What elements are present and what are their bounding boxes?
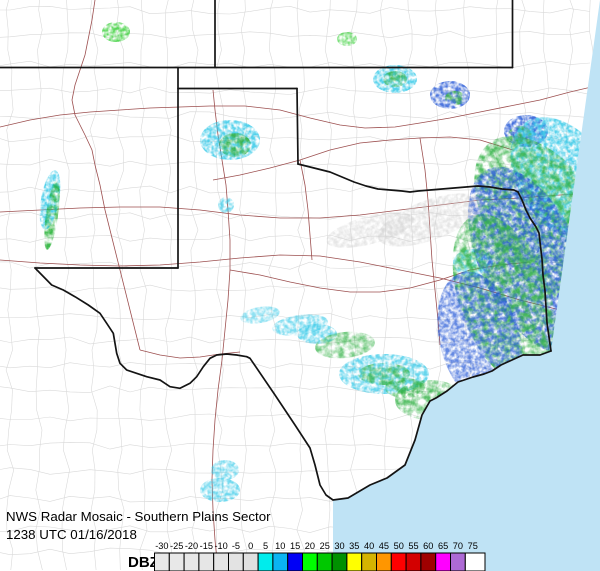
svg-text:50: 50 xyxy=(394,541,404,551)
svg-text:5: 5 xyxy=(263,541,268,551)
svg-text:-15: -15 xyxy=(200,541,213,551)
svg-text:75: 75 xyxy=(468,541,478,551)
svg-text:-5: -5 xyxy=(232,541,240,551)
svg-text:-20: -20 xyxy=(185,541,198,551)
svg-text:20: 20 xyxy=(305,541,315,551)
svg-text:0: 0 xyxy=(248,541,253,551)
svg-text:1238 UTC 01/16/2018: 1238 UTC 01/16/2018 xyxy=(6,527,137,542)
svg-text:55: 55 xyxy=(408,541,418,551)
svg-text:-25: -25 xyxy=(170,541,183,551)
svg-text:-30: -30 xyxy=(155,541,168,551)
svg-text:35: 35 xyxy=(349,541,359,551)
svg-text:65: 65 xyxy=(438,541,448,551)
svg-text:45: 45 xyxy=(379,541,389,551)
svg-text:60: 60 xyxy=(423,541,433,551)
svg-text:40: 40 xyxy=(364,541,374,551)
svg-text:NWS Radar Mosaic - Southern Pl: NWS Radar Mosaic - Southern Plains Secto… xyxy=(6,509,271,524)
svg-text:15: 15 xyxy=(290,541,300,551)
svg-text:10: 10 xyxy=(275,541,285,551)
svg-text:25: 25 xyxy=(320,541,330,551)
svg-text:70: 70 xyxy=(453,541,463,551)
svg-text:30: 30 xyxy=(334,541,344,551)
svg-text:-10: -10 xyxy=(214,541,227,551)
